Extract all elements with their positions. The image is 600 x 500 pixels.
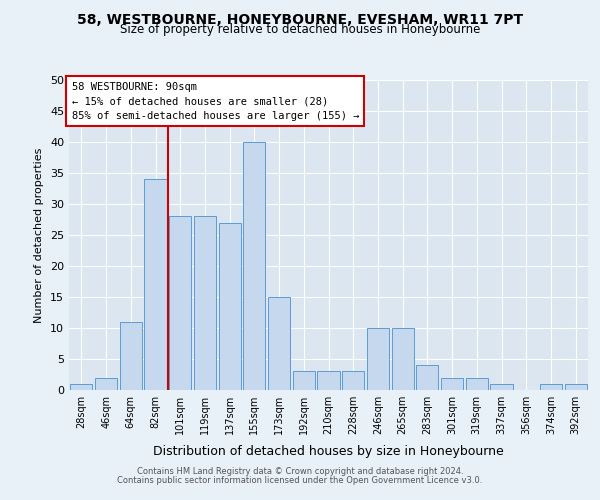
Bar bbox=[169, 216, 191, 390]
Y-axis label: Number of detached properties: Number of detached properties bbox=[34, 148, 44, 322]
Bar bbox=[119, 322, 142, 390]
Text: Size of property relative to detached houses in Honeybourne: Size of property relative to detached ho… bbox=[120, 22, 480, 36]
Bar bbox=[342, 372, 364, 390]
Bar bbox=[194, 216, 216, 390]
Bar bbox=[293, 372, 315, 390]
Text: Contains HM Land Registry data © Crown copyright and database right 2024.: Contains HM Land Registry data © Crown c… bbox=[137, 467, 463, 476]
Bar bbox=[95, 378, 117, 390]
Bar bbox=[392, 328, 414, 390]
Text: 58, WESTBOURNE, HONEYBOURNE, EVESHAM, WR11 7PT: 58, WESTBOURNE, HONEYBOURNE, EVESHAM, WR… bbox=[77, 12, 523, 26]
Bar bbox=[70, 384, 92, 390]
Bar bbox=[317, 372, 340, 390]
Bar bbox=[441, 378, 463, 390]
Bar bbox=[565, 384, 587, 390]
Bar bbox=[145, 179, 167, 390]
Text: Contains public sector information licensed under the Open Government Licence v3: Contains public sector information licen… bbox=[118, 476, 482, 485]
Bar bbox=[367, 328, 389, 390]
Text: 58 WESTBOURNE: 90sqm
← 15% of detached houses are smaller (28)
85% of semi-detac: 58 WESTBOURNE: 90sqm ← 15% of detached h… bbox=[71, 82, 359, 121]
Bar bbox=[416, 365, 439, 390]
Bar bbox=[490, 384, 512, 390]
Bar bbox=[243, 142, 265, 390]
X-axis label: Distribution of detached houses by size in Honeybourne: Distribution of detached houses by size … bbox=[153, 446, 504, 458]
Bar bbox=[466, 378, 488, 390]
Bar bbox=[540, 384, 562, 390]
Bar bbox=[218, 222, 241, 390]
Bar bbox=[268, 297, 290, 390]
